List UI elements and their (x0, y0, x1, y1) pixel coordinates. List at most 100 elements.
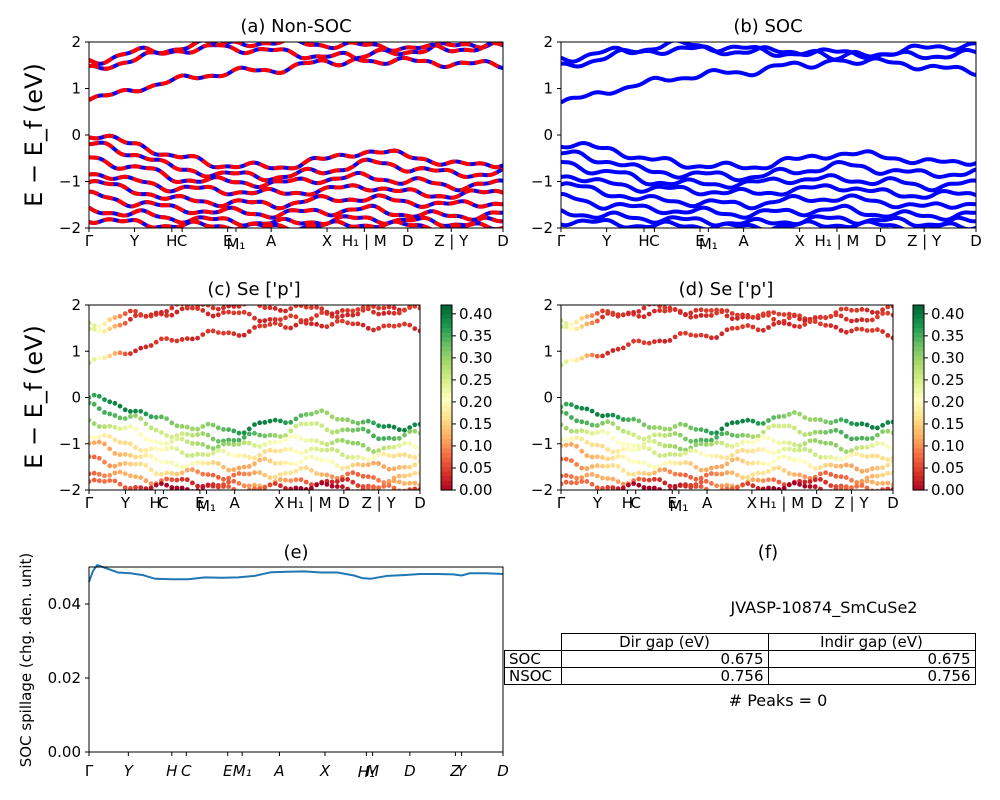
panel-d-point (610, 449, 616, 455)
panel-c-point (127, 441, 133, 447)
panel-c-point (91, 470, 97, 476)
panel-d-point (802, 474, 808, 480)
panel-d-point (760, 486, 766, 490)
panel-d-point (760, 311, 766, 317)
panel-d-point (859, 421, 865, 427)
panel-c-point (257, 457, 263, 463)
panel-d-point (600, 353, 605, 359)
panel-d-point (838, 306, 844, 312)
panel-c-point (257, 318, 263, 324)
panel-c-point (247, 300, 252, 305)
panel-a-xtick-label: H₁ | M (342, 232, 387, 250)
panel-e-xtick-label: M₁ (233, 762, 252, 780)
panel-d-point (563, 442, 569, 448)
panel-c-xtick-label: X (274, 494, 284, 512)
panel-d-point (719, 454, 725, 460)
panel-d-point (677, 483, 683, 488)
panel-d-point (693, 427, 699, 432)
panel-c-colorbar-segment (441, 342, 452, 348)
panel-c-point (179, 306, 185, 312)
panel-c-point (417, 446, 420, 452)
panel-d-point (667, 426, 673, 432)
panel-c-point (236, 430, 242, 436)
panel-c-point (138, 475, 144, 480)
panel-d-point (786, 423, 792, 429)
panel-d-point (750, 314, 756, 320)
panel-c-point (303, 438, 309, 443)
panel-c-xtick-label: D (414, 494, 426, 512)
panel-d-point (838, 446, 844, 452)
panel-d-point (703, 467, 709, 473)
panel-d-point (818, 315, 823, 320)
panel-c-point (127, 316, 133, 322)
gap-table-header-row: Dir gap (eV) Indir gap (eV) (505, 633, 976, 651)
panel-d-point (828, 462, 834, 468)
panel-d-colorbar-segment (913, 305, 924, 311)
panel-d-point (807, 417, 813, 422)
panel-d-point (709, 465, 714, 471)
panel-b-xtick-label: Z | Y (907, 232, 942, 250)
panel-d-ytick-label: 0 (543, 389, 553, 407)
panel-e-xtick-label: Y (457, 762, 468, 780)
panel-e-xtick-label: A (273, 762, 284, 780)
panel-d-point (698, 484, 704, 489)
panel-c-point (242, 490, 247, 495)
panel-d-point (838, 457, 844, 462)
panel-c-point (221, 448, 226, 454)
panel-c-point (407, 425, 413, 430)
panel-d-colorbar-label: 0.05 (931, 459, 964, 477)
panel-c-point (96, 406, 102, 412)
panel-d-point (755, 421, 761, 426)
panel-c-point (215, 306, 221, 312)
panel-d-point (890, 455, 893, 461)
panel-c-point (340, 427, 345, 433)
panel-e-frame (88, 566, 504, 753)
panel-c-point (376, 448, 381, 454)
panel-d-xtick-label: A (702, 494, 713, 512)
panel-d-point (760, 429, 766, 435)
gap-table-row-label: SOC (504, 650, 562, 668)
panel-d-point (600, 463, 605, 469)
panel-d-point (740, 418, 745, 424)
panel-d-point (875, 310, 880, 315)
panel-d-point (838, 474, 844, 480)
panel-c-point (133, 445, 138, 450)
panel-c-point (257, 305, 263, 309)
panel-c-point (89, 471, 92, 477)
panel-c-point (210, 483, 216, 489)
panel-c-point (164, 470, 170, 476)
panel-c-point (138, 448, 144, 453)
panel-c-point (402, 452, 407, 458)
panel-d-point (703, 472, 709, 478)
panel-c-point (324, 472, 330, 478)
panel-c-point (365, 429, 371, 434)
panel-d-point (880, 465, 885, 471)
panel-c-colorbar-label: 0.00 (459, 481, 492, 499)
panel-c-point (324, 442, 330, 447)
panel-c-point (246, 464, 252, 469)
panel-c-point (226, 484, 232, 489)
panel-c-point (329, 474, 335, 480)
panel-d-point (698, 332, 704, 338)
panel-d-point (781, 446, 787, 452)
panel-d-ytick-label: −1 (531, 435, 553, 453)
panel-d-point (849, 463, 854, 469)
panel-c-point (262, 433, 268, 439)
panel-c-point (391, 444, 397, 450)
panel-c-point (355, 472, 361, 477)
panel-c-point (169, 485, 175, 490)
panel-c-point (360, 305, 366, 311)
panel-d-point (641, 314, 647, 320)
panel-d-point (636, 459, 642, 465)
panel-c-point (241, 453, 247, 459)
panel-d-point (823, 440, 828, 446)
panel-c-point (159, 310, 164, 315)
panel-c-point (143, 313, 149, 319)
panel-d-point (688, 425, 694, 431)
panel-c-point (278, 483, 283, 489)
panel-c-colorbar-segment (441, 332, 452, 338)
panel-c-colorbar-label: 0.10 (459, 437, 492, 455)
panel-c-point (355, 427, 361, 432)
panel-b-bands (561, 42, 976, 228)
panel-d-point (766, 312, 771, 318)
